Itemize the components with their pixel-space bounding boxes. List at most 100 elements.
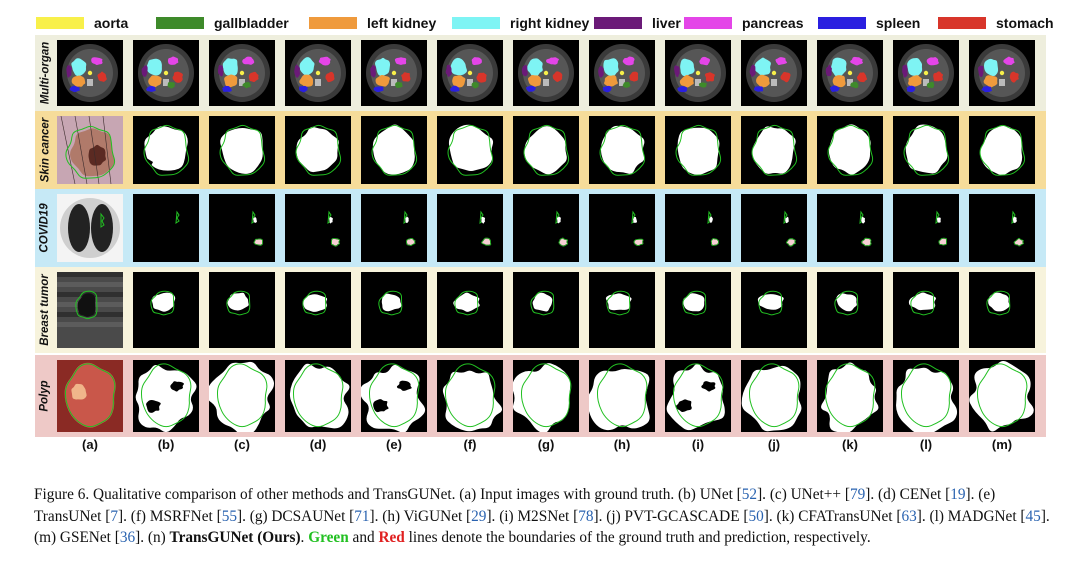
segmentation-graphic	[589, 194, 655, 262]
ground-truth-outline	[253, 238, 264, 246]
prediction-image	[133, 360, 199, 432]
citation-link[interactable]: 45	[1025, 507, 1041, 525]
column-label: (b)	[157, 437, 175, 452]
ground-truth-outline	[903, 124, 950, 176]
prediction-image	[893, 272, 959, 348]
organ-spleen	[981, 86, 993, 93]
citation-link[interactable]: 52	[741, 486, 758, 503]
segmentation-graphic	[589, 40, 655, 106]
ct-spine	[847, 79, 853, 86]
organ-aorta	[619, 70, 625, 76]
citation-link[interactable]: 63	[901, 507, 917, 525]
prediction-image	[209, 360, 275, 432]
citation-link[interactable]: 36	[119, 529, 136, 546]
prediction-image	[741, 360, 807, 432]
legend-swatch	[36, 17, 84, 29]
prediction-image	[893, 116, 959, 184]
segmentation-graphic	[741, 194, 807, 262]
organ-right-kidney	[450, 57, 467, 76]
prediction-mask	[405, 216, 409, 223]
citation-link[interactable]: 71	[354, 507, 370, 525]
prediction-mask	[980, 125, 1023, 176]
segmentation-graphic	[133, 194, 199, 262]
ct-spine	[619, 79, 625, 86]
segmentation-graphic	[741, 40, 807, 106]
prediction-image	[133, 116, 199, 184]
organ-spleen	[602, 85, 612, 93]
caption-text: ]. (c) UNet++ [	[757, 486, 850, 503]
organ-right-kidney	[375, 57, 391, 76]
citation-link[interactable]: 19	[950, 486, 966, 503]
ground-truth-outline	[65, 125, 116, 179]
citation-link[interactable]: 50	[748, 507, 764, 525]
segmentation-graphic	[969, 272, 1035, 348]
segmentation-graphic	[437, 194, 503, 262]
ground-truth-outline	[219, 124, 266, 176]
organ-left-kidney	[604, 75, 618, 87]
row-label: COVID19	[35, 189, 55, 267]
column-label: (i)	[691, 437, 705, 452]
prediction-mask	[302, 294, 328, 312]
prediction-mask	[482, 238, 491, 245]
prediction-mask	[896, 367, 958, 432]
prediction-mask	[862, 238, 871, 246]
caption-green-word: Green	[308, 529, 349, 546]
caption-text: ]. (e) TransUNet [	[34, 486, 996, 525]
caption-text: ]. (k) CFATransUNet [	[763, 507, 902, 525]
citation-link[interactable]: 55	[221, 507, 237, 525]
segmentation-graphic	[665, 40, 731, 106]
segmentation-graphic	[57, 360, 123, 432]
organ-pancreas	[699, 56, 711, 66]
segmentation-graphic	[209, 116, 275, 184]
organ-left-kidney	[71, 75, 86, 87]
citation-link[interactable]: 78	[578, 507, 594, 525]
segmentation-graphic	[817, 272, 883, 348]
prediction-image	[513, 40, 579, 106]
caption-text: ]. (h) ViGUNet [	[369, 507, 472, 525]
organ-aorta	[163, 70, 169, 76]
caption-text: Figure 6. Qualitative comparison of othe…	[34, 486, 742, 503]
ground-truth-outline	[786, 238, 796, 247]
prediction-image	[589, 40, 655, 106]
caption-text: ]. (j) PVT-GCASCADE [	[593, 507, 749, 525]
organ-gallbladder	[242, 82, 251, 89]
segmentation-graphic	[133, 360, 199, 432]
prediction-mask	[227, 292, 249, 311]
prediction-mask	[296, 126, 339, 173]
segmentation-graphic	[209, 194, 275, 262]
prediction-mask	[448, 124, 494, 171]
prediction-image	[817, 272, 883, 348]
hair	[102, 116, 112, 184]
prediction-mask	[559, 238, 568, 246]
prediction-mask	[557, 216, 561, 224]
legend-label: spleen	[876, 15, 921, 31]
mask-hole	[170, 381, 184, 392]
organ-spleen	[526, 85, 537, 92]
organ-pancreas	[242, 56, 255, 65]
prediction-mask	[151, 292, 176, 312]
prediction-image	[361, 194, 427, 262]
segmentation-graphic	[893, 360, 959, 432]
citation-link[interactable]: 29	[471, 507, 487, 525]
citation-link[interactable]: 7	[110, 507, 118, 525]
citation-link[interactable]: 79	[849, 486, 866, 503]
organ-aorta	[695, 70, 701, 76]
prediction-mask	[600, 125, 645, 174]
legend-swatch	[818, 17, 866, 29]
prediction-mask	[524, 126, 567, 175]
prediction-mask	[836, 293, 857, 312]
ground-truth-outline	[558, 237, 569, 247]
prediction-mask	[1013, 216, 1017, 224]
organ-liver	[902, 64, 908, 78]
organ-stomach	[248, 71, 259, 83]
organ-gallbladder	[471, 81, 479, 89]
legend-label: stomach	[996, 15, 1054, 31]
prediction-image	[285, 116, 351, 184]
ground-truth-outline	[292, 363, 344, 428]
segmentation-graphic	[589, 272, 655, 348]
organ-spleen	[69, 85, 80, 93]
row-label-text: Multi-organ	[39, 41, 52, 105]
prediction-image	[817, 116, 883, 184]
prediction-image	[513, 360, 579, 432]
legend-swatch	[938, 17, 986, 29]
